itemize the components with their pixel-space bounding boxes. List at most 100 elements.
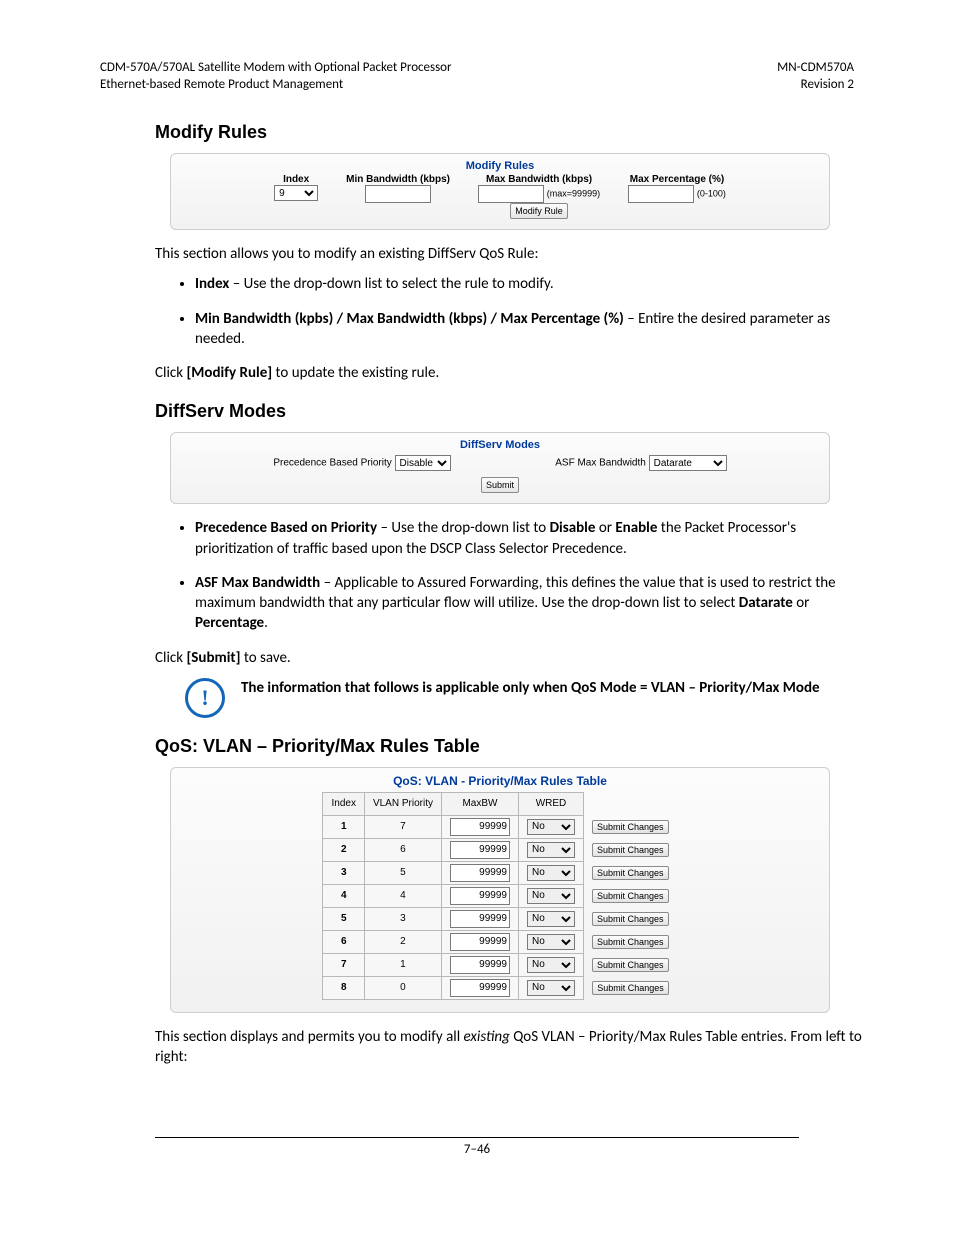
- qos-maxbw-input[interactable]: [450, 818, 510, 836]
- qos-maxbw-input[interactable]: [450, 887, 510, 905]
- qos-th-vlanpri: VLAN Priority: [364, 792, 441, 815]
- diffserv-panel-title: DiffServ Modes: [181, 439, 819, 451]
- qos-wred-select[interactable]: No: [527, 980, 575, 996]
- qos-cell-pri: 4: [364, 884, 441, 907]
- qos-wred-select[interactable]: No: [527, 819, 575, 835]
- qos-row: 62NoSubmit Changes: [323, 930, 677, 953]
- qos-cell-action: Submit Changes: [583, 861, 677, 884]
- qos-maxbw-input[interactable]: [450, 910, 510, 928]
- qos-wred-select[interactable]: No: [527, 957, 575, 973]
- text: The information that follows is applicab…: [241, 679, 685, 697]
- header-right-1: MN-CDM570A: [777, 60, 854, 75]
- qos-submit-changes-button[interactable]: Submit Changes: [592, 843, 669, 857]
- mr-minbw-input[interactable]: [365, 185, 431, 203]
- mr-index-select[interactable]: 9: [274, 185, 318, 201]
- header-right-2: Revision 2: [801, 77, 854, 92]
- footer-rule: [155, 1137, 799, 1138]
- dsm-precedence-select[interactable]: Disable: [395, 455, 451, 471]
- dsm-asf-label: ASF Max Bandwidth: [555, 458, 646, 469]
- qos-maxbw-input[interactable]: [450, 956, 510, 974]
- section-heading-modify-rules: Modify Rules: [155, 122, 854, 143]
- qos-cell-pri: 0: [364, 976, 441, 999]
- qos-cell-pri: 2: [364, 930, 441, 953]
- modify-rules-panel: Modify Rules Index 9 Min Bandwidth (kbps…: [170, 153, 830, 230]
- qos-cell-index: 5: [323, 907, 364, 930]
- bullet-item: Min Bandwidth (kpbs) / Max Bandwidth (kb…: [195, 309, 875, 350]
- text-bold: [Modify Rule]: [186, 364, 272, 382]
- qos-maxbw-input[interactable]: [450, 933, 510, 951]
- info-note-text: The information that follows is applicab…: [241, 678, 820, 698]
- qos-wred-select[interactable]: No: [527, 865, 575, 881]
- bullet-bold: Datarate: [739, 594, 793, 612]
- mr-maxbw-input[interactable]: [478, 185, 544, 203]
- qos-cell-wred: No: [518, 861, 583, 884]
- mr-pct-input[interactable]: [628, 185, 694, 203]
- qos-row: 35NoSubmit Changes: [323, 861, 677, 884]
- diffserv-panel: DiffServ Modes Precedence Based Priority…: [170, 432, 830, 504]
- qos-cell-pri: 7: [364, 815, 441, 838]
- bullet-list-1: Index – Use the drop-down list to select…: [195, 274, 875, 349]
- text: to update the existing rule.: [272, 364, 439, 382]
- qos-cell-maxbw: [441, 976, 518, 999]
- qos-wred-select[interactable]: No: [527, 934, 575, 950]
- qos-row: 80 No Submit Changes: [323, 976, 677, 999]
- qos-rules-panel: QoS: VLAN - Priority/Max Rules Table Ind…: [170, 767, 830, 1013]
- qos-submit-changes-button[interactable]: Submit Changes: [592, 866, 669, 880]
- qos-cell-maxbw: [441, 930, 518, 953]
- bullet-bold: Percentage: [195, 614, 264, 632]
- qos-cell-index: 2: [323, 838, 364, 861]
- qos-submit-changes-button[interactable]: Submit Changes: [592, 912, 669, 926]
- qos-wred-select[interactable]: No: [527, 888, 575, 904]
- qos-cell-action: Submit Changes: [583, 815, 677, 838]
- bullet-list-2: Precedence Based on Priority – Use the d…: [195, 518, 875, 633]
- qos-maxbw-input[interactable]: [450, 979, 510, 997]
- section-heading-diffserv: DiffServ Modes: [155, 401, 854, 422]
- bullet-bold: Min Bandwidth (kpbs) / Max Bandwidth (kb…: [195, 310, 624, 328]
- page-header: CDM-570A/570AL Satellite Modem with Opti…: [100, 60, 854, 92]
- mr-pct-hint: (0-100): [697, 189, 726, 199]
- bullet-text: .: [264, 614, 268, 632]
- header-left-1: CDM-570A/570AL Satellite Modem with Opti…: [100, 60, 452, 75]
- qos-cell-index: 7: [323, 953, 364, 976]
- text-bold: [Submit]: [186, 649, 240, 667]
- bullet-text: or: [793, 594, 810, 612]
- qos-cell-action: Submit Changes: [583, 976, 677, 999]
- qos-cell-pri: 5: [364, 861, 441, 884]
- qos-cell-maxbw: [441, 907, 518, 930]
- qos-cell-action: Submit Changes: [583, 930, 677, 953]
- qos-cell-index: 8: [323, 976, 364, 999]
- bullet-text: or: [595, 519, 615, 537]
- bullet-bold: Precedence Based on Priority: [195, 519, 377, 537]
- diffserv-submit-button[interactable]: Submit: [481, 477, 519, 493]
- qos-maxbw-input[interactable]: [450, 841, 510, 859]
- qos-submit-changes-button[interactable]: Submit Changes: [592, 889, 669, 903]
- qos-submit-changes-button[interactable]: Submit Changes: [592, 981, 669, 995]
- qos-maxbw-input[interactable]: [450, 864, 510, 882]
- qos-cell-wred: No: [518, 815, 583, 838]
- qos-cell-wred: No: [518, 953, 583, 976]
- qos-submit-changes-button[interactable]: Submit Changes: [592, 820, 669, 834]
- qos-th-wred: WRED: [518, 792, 583, 815]
- text: to save.: [240, 649, 290, 667]
- qos-cell-maxbw: [441, 815, 518, 838]
- dsm-asf-select[interactable]: Datarate: [649, 455, 727, 471]
- qos-submit-changes-button[interactable]: Submit Changes: [592, 958, 669, 972]
- qos-row: 26NoSubmit Changes: [323, 838, 677, 861]
- qos-row: 17NoSubmit Changes: [323, 815, 677, 838]
- bullet-item: ASF Max Bandwidth – Applicable to Assure…: [195, 573, 875, 634]
- qos-panel-title: QoS: VLAN - Priority/Max Rules Table: [211, 774, 789, 788]
- bullet-item: Precedence Based on Priority – Use the d…: [195, 518, 875, 559]
- qos-submit-changes-button[interactable]: Submit Changes: [592, 935, 669, 949]
- text: Click: [155, 364, 186, 382]
- qos-cell-maxbw: [441, 861, 518, 884]
- paragraph-click-submit: Click [Submit] to save.: [155, 648, 875, 668]
- qos-wred-select[interactable]: No: [527, 842, 575, 858]
- bullet-bold: Index: [195, 275, 229, 293]
- qos-cell-wred: No: [518, 907, 583, 930]
- paragraph-click-modify: Click [Modify Rule] to update the existi…: [155, 363, 875, 383]
- qos-header-row: Index VLAN Priority MaxBW WRED: [323, 792, 677, 815]
- page-number: 7–46: [100, 1142, 854, 1157]
- modify-rule-button[interactable]: Modify Rule: [510, 203, 568, 219]
- qos-wred-select[interactable]: No: [527, 911, 575, 927]
- qos-cell-index: 4: [323, 884, 364, 907]
